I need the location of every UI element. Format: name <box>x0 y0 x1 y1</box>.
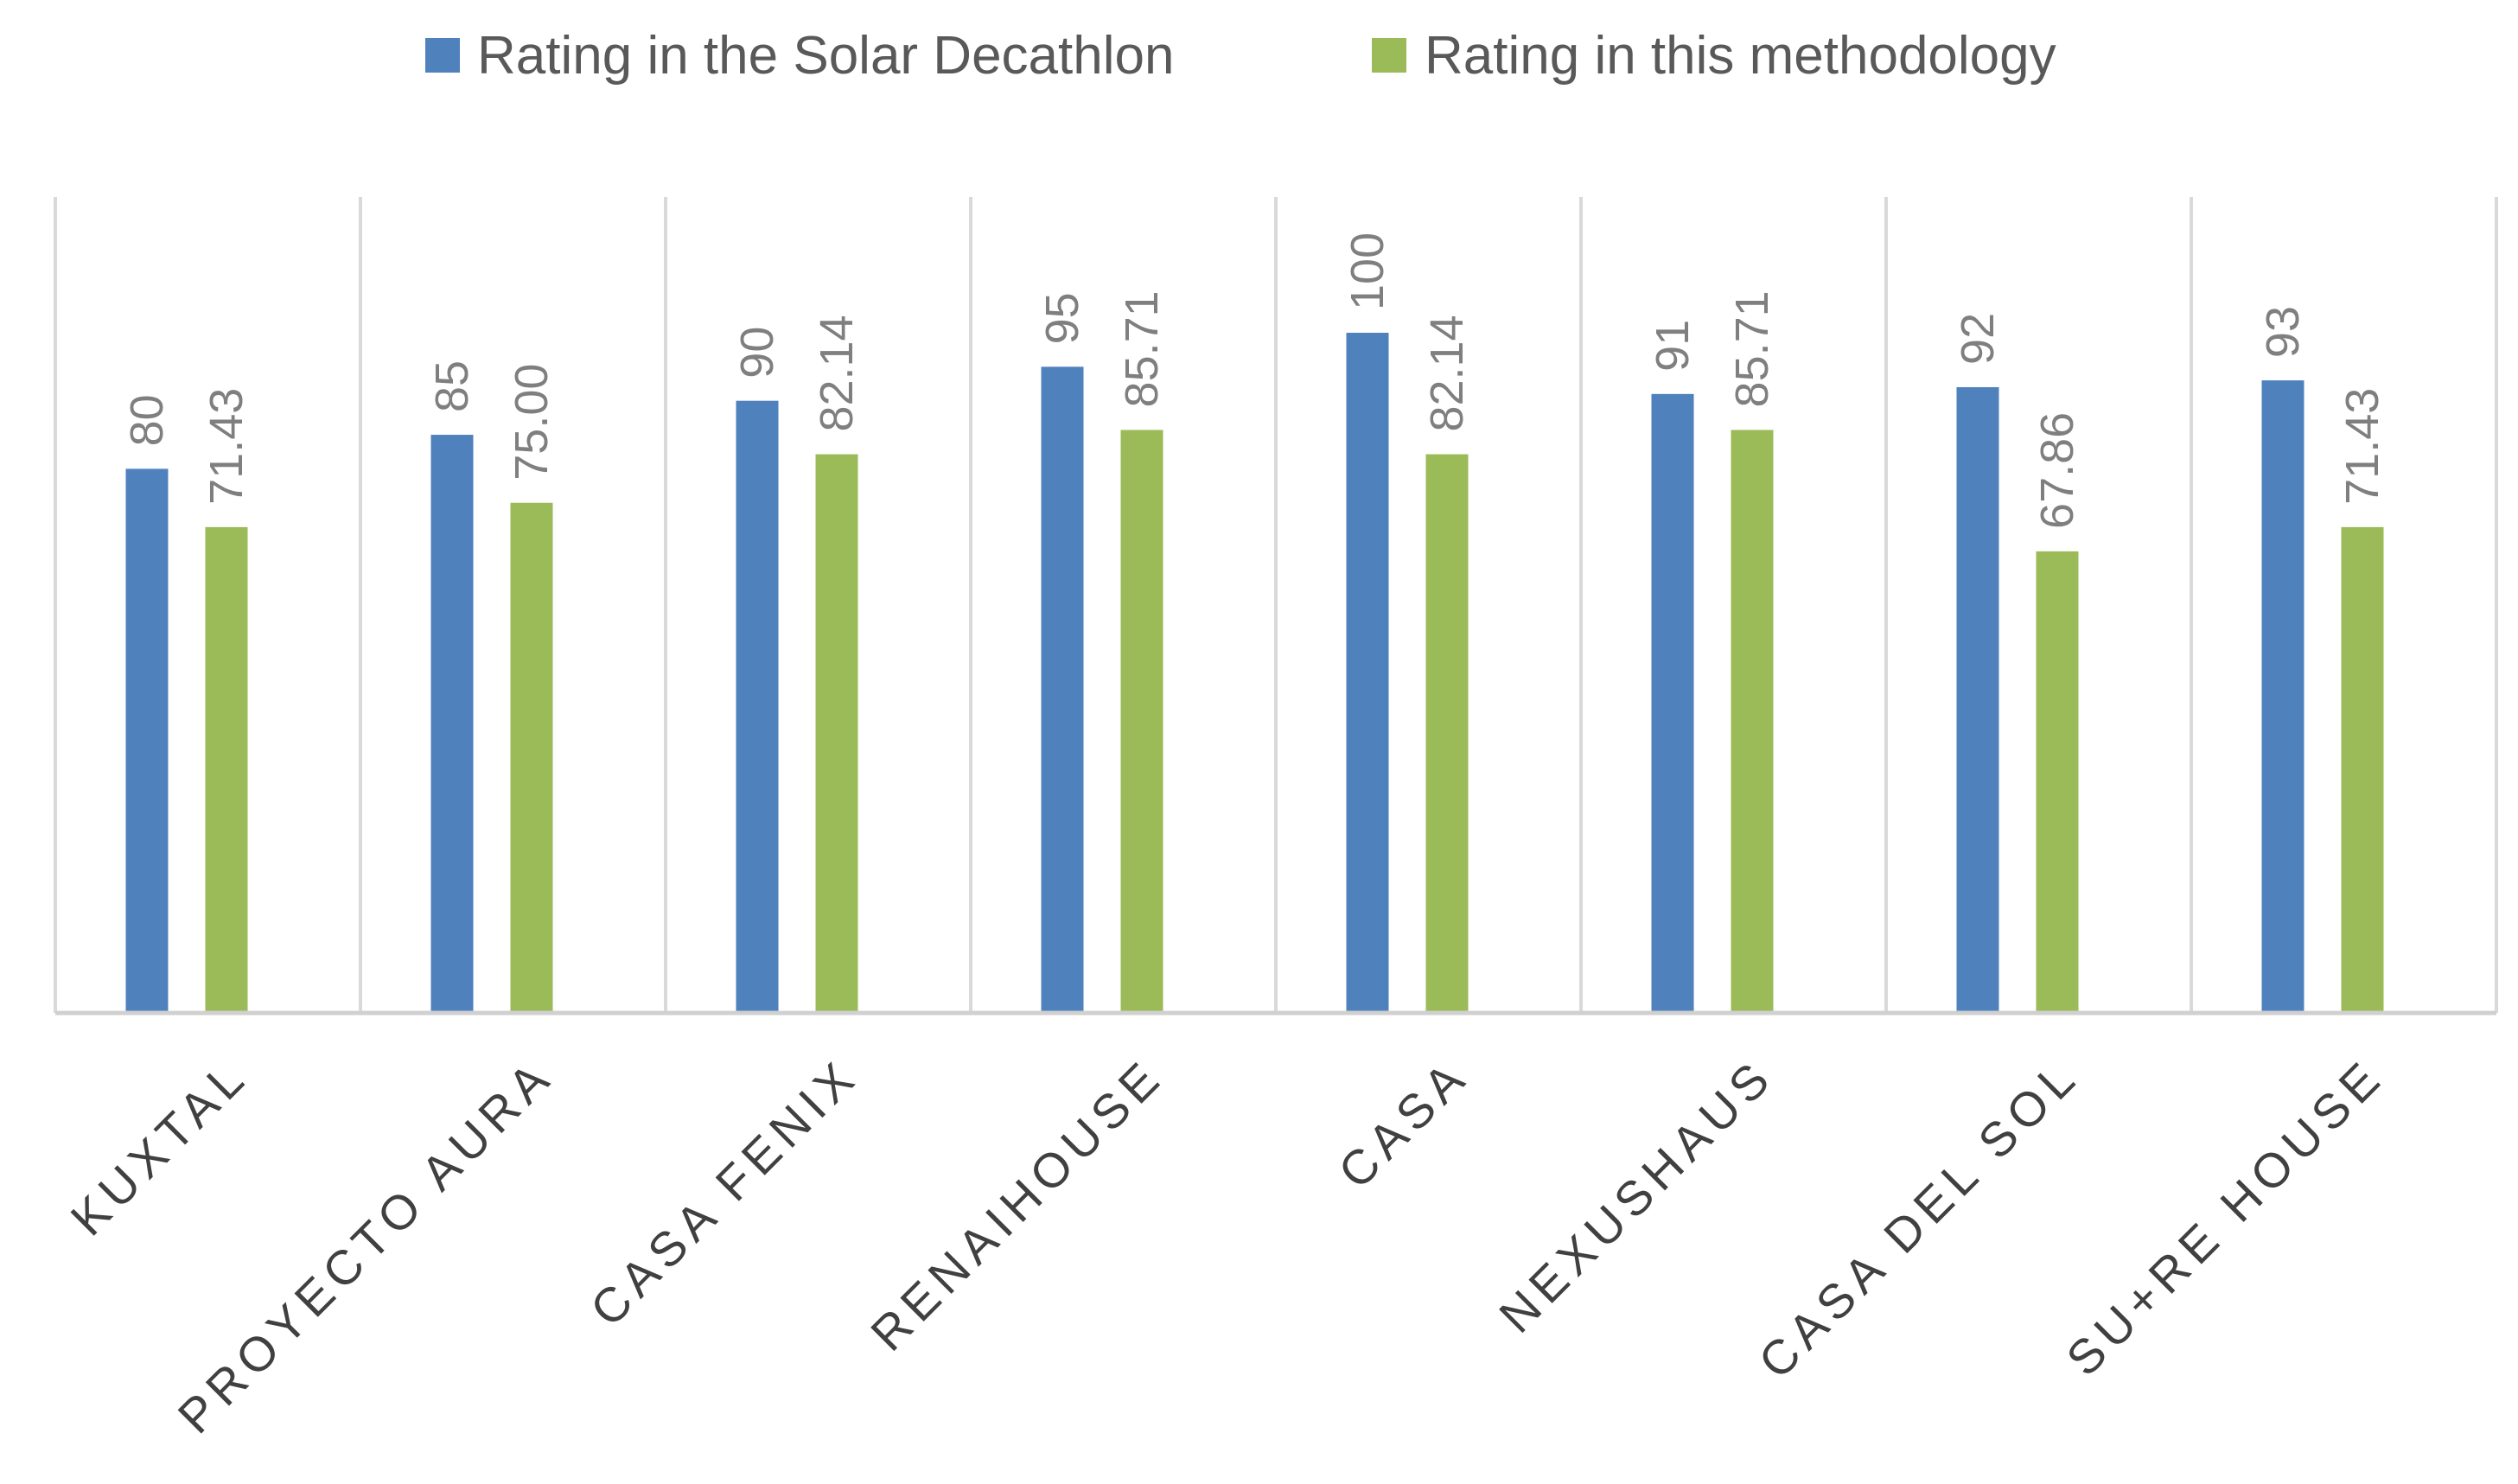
data-label: 80 <box>121 394 173 446</box>
data-label: 100 <box>1342 232 1393 310</box>
bar-methodology <box>2341 526 2384 1013</box>
legend-label-solar-decathlon: Rating in the Solar Decathlon <box>477 26 1174 86</box>
category-label: KUXTAL <box>60 1048 258 1246</box>
bar-solar-decathlon <box>1956 386 1999 1014</box>
legend-swatch-solar-decathlon <box>425 38 460 73</box>
bar-solar-decathlon <box>430 435 474 1013</box>
category-label: RENAIHOUSE <box>860 1048 1174 1361</box>
data-label: 67.86 <box>2031 412 2083 529</box>
data-label: 82.14 <box>1421 315 1473 431</box>
bar-methodology <box>815 454 858 1013</box>
category-label: SU+RE HOUSE <box>2056 1048 2394 1386</box>
bar-solar-decathlon <box>1041 366 1084 1014</box>
bar-solar-decathlon <box>736 400 779 1013</box>
bar-solar-decathlon <box>1346 333 1389 1013</box>
bar-methodology <box>510 502 553 1013</box>
data-label: 85.71 <box>1726 290 1778 407</box>
category-label: NEXUSHAUS <box>1488 1048 1784 1343</box>
category-separators <box>54 197 2498 1013</box>
data-label: 75.00 <box>506 364 558 481</box>
bar-solar-decathlon <box>2261 380 2304 1014</box>
bar-methodology <box>1731 430 1774 1014</box>
data-label: 93 <box>2257 306 2309 358</box>
data-label: 71.43 <box>2336 388 2388 505</box>
legend-label-methodology: Rating in this methodology <box>1425 26 2056 86</box>
bar-methodology <box>1120 430 1163 1014</box>
data-label: 71.43 <box>201 388 252 505</box>
data-label: 95 <box>1036 292 1088 344</box>
category-label: CASA <box>1328 1048 1479 1199</box>
category-label: CASA DEL SOL <box>1748 1048 2089 1389</box>
legend: Rating in the Solar Decathlon Rating in … <box>425 26 2056 86</box>
data-label: 92 <box>1952 313 2004 365</box>
legend-swatch-methodology <box>1372 38 1406 73</box>
bar-solar-decathlon <box>1651 393 1694 1014</box>
bars <box>125 333 2384 1014</box>
bar-methodology <box>205 526 248 1013</box>
bar-methodology <box>1425 454 1469 1013</box>
data-label: 82.14 <box>811 315 863 431</box>
data-label: 91 <box>1647 320 1699 372</box>
data-labels: 80 71.43 85 75.00 90 82.14 95 85.71 100 82.14 91 85… <box>121 232 2388 529</box>
data-label: 90 <box>731 327 783 379</box>
data-label: 85.71 <box>1116 290 1168 407</box>
bar-solar-decathlon <box>125 468 169 1013</box>
category-label: CASA FENIX <box>580 1048 869 1336</box>
data-label: 85 <box>426 360 478 412</box>
bar-methodology <box>2036 551 2079 1013</box>
